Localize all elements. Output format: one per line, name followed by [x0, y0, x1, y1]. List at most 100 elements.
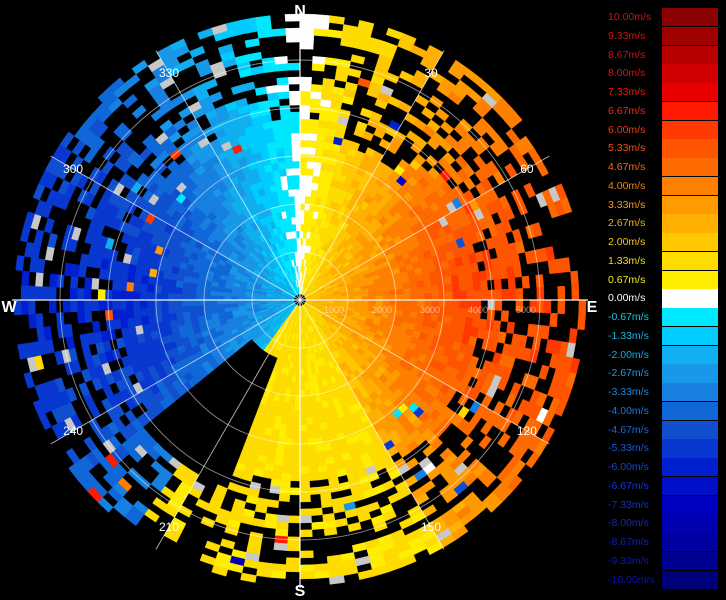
velocity-cell: [430, 278, 439, 287]
velocity-cell: [209, 91, 223, 103]
velocity-cell: [235, 97, 248, 109]
velocity-cell: [293, 181, 301, 190]
velocity-cell: [69, 287, 78, 301]
velocity-cell: [503, 206, 515, 221]
velocity-cell: [281, 465, 292, 475]
velocity-cell: [302, 354, 307, 363]
velocity-cell: [274, 63, 289, 72]
range-label: 2000: [372, 305, 392, 315]
color-scale-label: 9.33m/s: [608, 29, 646, 42]
velocity-cell: [273, 133, 284, 143]
velocity-cell: [460, 435, 474, 450]
velocity-cell: [125, 281, 135, 292]
velocity-cell: [65, 335, 76, 350]
color-scale-label: -6.00m/s: [608, 461, 649, 473]
color-scale-swatch: [662, 176, 718, 196]
velocity-cell: [299, 41, 314, 50]
velocity-cell: [174, 293, 183, 301]
velocity-cell: [280, 112, 291, 121]
velocity-cell: [349, 140, 361, 151]
velocity-cell: [557, 285, 566, 301]
velocity-cell: [293, 188, 301, 197]
east-label: E: [587, 299, 598, 316]
velocity-cell: [91, 277, 100, 290]
velocity-cell: [167, 306, 176, 315]
color-scale-label: -2.00m/s: [608, 348, 649, 361]
velocity-cell: [195, 299, 204, 306]
velocity-cell: [299, 515, 312, 524]
color-scale-label: 3.33m/s: [608, 198, 646, 211]
velocity-cell: [76, 288, 85, 301]
velocity-cell: [142, 134, 156, 148]
velocity-cell: [396, 299, 405, 306]
velocity-cell: [174, 305, 183, 314]
color-scale-swatch: [662, 214, 718, 233]
velocity-cell: [217, 43, 234, 55]
range-label: 5000: [516, 305, 536, 315]
velocity-cell: [487, 289, 496, 301]
velocity-cell: [270, 570, 287, 579]
velocity-cell: [357, 569, 375, 581]
velocity-cell: [293, 417, 301, 426]
velocity-cell: [459, 299, 468, 309]
velocity-cell: [79, 253, 89, 267]
velocity-cell: [287, 181, 295, 190]
velocity-cell: [146, 299, 155, 309]
velocity-cell: [299, 34, 315, 43]
velocity-cell: [478, 434, 492, 450]
velocity-cell: [299, 83, 312, 92]
velocity-cell: [19, 225, 31, 243]
velocity-cell: [285, 424, 294, 433]
velocity-cell: [118, 308, 128, 320]
color-scale-label: 5.33m/s: [608, 142, 646, 155]
velocity-cell: [571, 285, 580, 301]
velocity-cell: [274, 450, 285, 460]
velocity-cell: [299, 160, 308, 169]
velocity-cell: [285, 167, 294, 176]
velocity-cell: [327, 29, 343, 39]
north-label: N: [294, 3, 306, 20]
velocity-cell: [437, 284, 447, 293]
velocity-cell: [168, 312, 177, 321]
velocity-cell: [450, 315, 460, 326]
azimuth-label: 30: [424, 66, 438, 80]
velocity-cell: [216, 303, 225, 309]
velocity-cell: [472, 280, 482, 292]
velocity-cell: [375, 299, 384, 305]
velocity-cell: [154, 314, 163, 324]
velocity-cell: [250, 65, 265, 76]
velocity-cell: [305, 181, 313, 190]
velocity-cell: [504, 393, 517, 408]
azimuth-label: 300: [63, 162, 83, 176]
velocity-cell: [292, 438, 301, 447]
velocity-cell: [111, 299, 120, 311]
color-scale-swatch: [662, 26, 718, 46]
velocity-cell: [174, 299, 183, 307]
velocity-cell: [304, 396, 312, 405]
velocity-cell: [227, 481, 240, 493]
velocity-cell: [466, 290, 475, 301]
velocity-cell: [292, 167, 301, 176]
velocity-cell: [523, 182, 536, 199]
velocity-cell: [210, 308, 219, 315]
velocity-cell: [102, 472, 118, 488]
velocity-cell: [159, 119, 174, 133]
velocity-cell: [308, 118, 320, 128]
velocity-cell: [20, 285, 29, 301]
color-scale-swatch: [662, 476, 718, 496]
velocity-cell: [424, 285, 433, 294]
velocity-cell: [354, 555, 371, 567]
velocity-cell: [305, 188, 312, 197]
color-scale-label: -3.33m/s: [608, 386, 649, 398]
velocity-cell: [299, 118, 310, 127]
velocity-cell: [132, 308, 142, 318]
azimuth-label: 330: [159, 66, 179, 80]
velocity-cell: [287, 62, 301, 71]
velocity-cell: [288, 90, 301, 99]
azimuth-label: 210: [159, 520, 179, 534]
velocity-cell: [350, 54, 366, 65]
velocity-cell: [464, 317, 474, 328]
velocity-cell: [434, 108, 450, 122]
velocity-cell: [64, 262, 74, 277]
velocity-cell: [118, 299, 127, 310]
